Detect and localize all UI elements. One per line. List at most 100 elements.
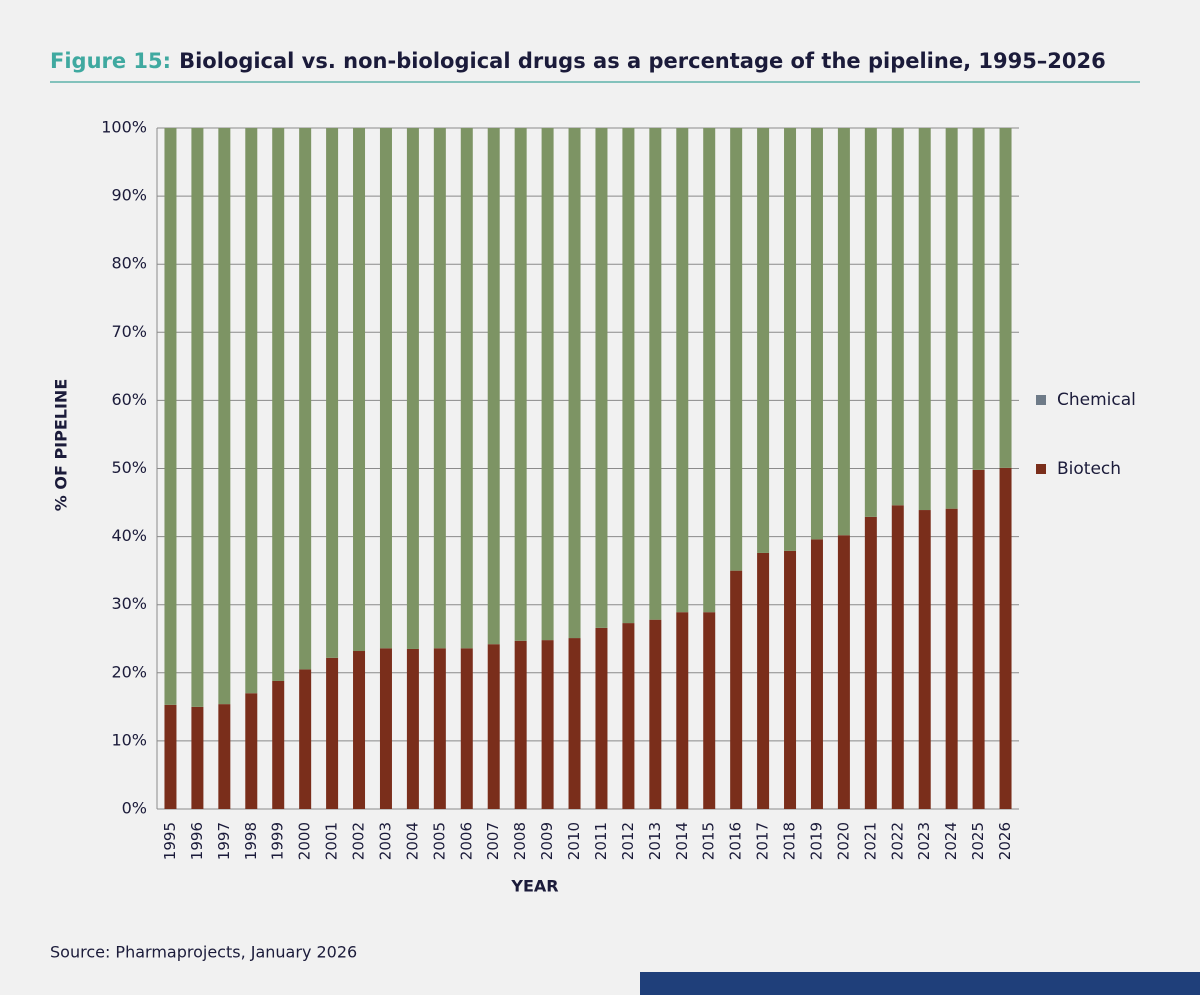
bar-segment bbox=[191, 706, 204, 809]
x-tick-label: 2006 bbox=[457, 822, 475, 860]
bar-segment bbox=[460, 128, 473, 649]
bar-segment bbox=[676, 612, 689, 809]
x-tick-label: 2011 bbox=[592, 822, 610, 860]
bar-segment bbox=[326, 128, 339, 658]
bar-segment bbox=[810, 539, 823, 809]
x-tick-label: 2014 bbox=[673, 822, 691, 860]
y-tick-label: 30% bbox=[111, 594, 147, 613]
x-tick-label: 2019 bbox=[807, 822, 825, 860]
bar-segment bbox=[218, 704, 231, 809]
bar-segment bbox=[164, 128, 177, 705]
x-tick-label: 2009 bbox=[538, 822, 556, 860]
bar-segment bbox=[460, 648, 473, 809]
x-tick-label: 2023 bbox=[915, 822, 933, 860]
bar-segment bbox=[514, 128, 527, 641]
bar-segment bbox=[945, 128, 958, 509]
bar-segment bbox=[272, 680, 285, 809]
x-tick-label: 2025 bbox=[969, 822, 987, 860]
bar-segment bbox=[487, 128, 500, 645]
y-tick-label: 10% bbox=[111, 730, 147, 749]
bar-segment bbox=[595, 128, 608, 628]
bar-segment bbox=[245, 693, 258, 809]
x-tick-label: 2003 bbox=[376, 822, 394, 860]
bar-segment bbox=[864, 516, 877, 809]
y-tick-label: 80% bbox=[111, 254, 147, 273]
bar-segment bbox=[918, 128, 931, 511]
figure-label: Figure 15: bbox=[50, 49, 171, 73]
legend-label: Chemical bbox=[1057, 390, 1136, 410]
y-tick-label: 20% bbox=[111, 662, 147, 681]
bar-segment bbox=[245, 128, 258, 694]
bar-segment bbox=[191, 128, 204, 707]
bar-segment bbox=[433, 648, 446, 809]
x-tick-label: 2004 bbox=[403, 822, 421, 860]
bar-segment bbox=[326, 657, 339, 809]
x-tick-label: 2026 bbox=[996, 822, 1014, 860]
chart-title: Biological vs. non-biological drugs as a… bbox=[179, 49, 1106, 73]
y-tick-label: 90% bbox=[111, 186, 147, 205]
bar-segment bbox=[541, 640, 554, 809]
y-tick-label: 100% bbox=[101, 118, 147, 137]
bar-segment bbox=[649, 619, 662, 809]
y-tick-label: 60% bbox=[111, 390, 147, 409]
x-tick-label: 1999 bbox=[269, 822, 287, 860]
bar-segment bbox=[676, 128, 689, 613]
x-tick-label: 2024 bbox=[942, 822, 960, 860]
x-tick-label: 2021 bbox=[861, 822, 879, 860]
bar-segment bbox=[703, 612, 716, 809]
bar-segment bbox=[649, 128, 662, 620]
bar-segment bbox=[595, 627, 608, 809]
bar-segment bbox=[514, 640, 527, 809]
bar-segment bbox=[541, 128, 554, 641]
bar-segment bbox=[891, 505, 904, 809]
legend-swatch bbox=[1036, 464, 1046, 474]
x-tick-label: 1995 bbox=[161, 822, 179, 860]
x-tick-label: 1998 bbox=[242, 822, 260, 860]
bar-segment bbox=[299, 669, 312, 809]
bar-segment bbox=[353, 128, 366, 652]
bar-segment bbox=[972, 469, 985, 809]
bar-segment bbox=[568, 128, 581, 639]
x-tick-label: 2012 bbox=[619, 822, 637, 860]
bar-segment bbox=[810, 128, 823, 540]
bar-segment bbox=[272, 128, 285, 681]
decorative-image bbox=[640, 972, 1200, 995]
bar-segment bbox=[972, 128, 985, 470]
bar-segment bbox=[757, 128, 770, 553]
x-tick-label: 2020 bbox=[834, 822, 852, 860]
x-tick-label: 2005 bbox=[430, 822, 448, 860]
bar-segment bbox=[945, 508, 958, 809]
bar-segment bbox=[891, 128, 904, 506]
x-tick-label: 2015 bbox=[700, 822, 718, 860]
x-tick-label: 2001 bbox=[323, 822, 341, 860]
bar-segment bbox=[730, 128, 743, 571]
bar-segment bbox=[622, 623, 635, 809]
y-tick-label: 50% bbox=[111, 458, 147, 477]
bar-segment bbox=[379, 648, 392, 809]
legend-swatch bbox=[1036, 395, 1046, 405]
bar-segment bbox=[999, 467, 1012, 809]
bar-segment bbox=[568, 638, 581, 809]
y-axis-label: % OF PIPELINE bbox=[52, 379, 71, 512]
bar-segment bbox=[999, 128, 1012, 468]
x-tick-label: 2010 bbox=[565, 822, 583, 860]
x-tick-label: 1996 bbox=[188, 822, 206, 860]
bar-segment bbox=[379, 128, 392, 649]
bar-segment bbox=[730, 570, 743, 809]
x-tick-label: 2013 bbox=[646, 822, 664, 860]
bar-segment bbox=[406, 648, 419, 809]
x-tick-label: 2018 bbox=[781, 822, 799, 860]
x-axis-label: YEAR bbox=[510, 877, 558, 896]
x-tick-label: 2022 bbox=[888, 822, 906, 860]
x-tick-label: 2008 bbox=[511, 822, 529, 860]
legend-label: Biotech bbox=[1057, 459, 1121, 479]
chart-heading: Figure 15: Biological vs. non-biological … bbox=[50, 49, 1106, 73]
bar-segment bbox=[622, 128, 635, 624]
y-tick-label: 40% bbox=[111, 526, 147, 545]
bar-segment bbox=[353, 651, 366, 809]
x-tick-label: 2000 bbox=[296, 822, 314, 860]
bar-segment bbox=[703, 128, 716, 613]
bar-segment bbox=[406, 128, 419, 649]
y-tick-label: 70% bbox=[111, 322, 147, 341]
x-tick-label: 2002 bbox=[350, 822, 368, 860]
